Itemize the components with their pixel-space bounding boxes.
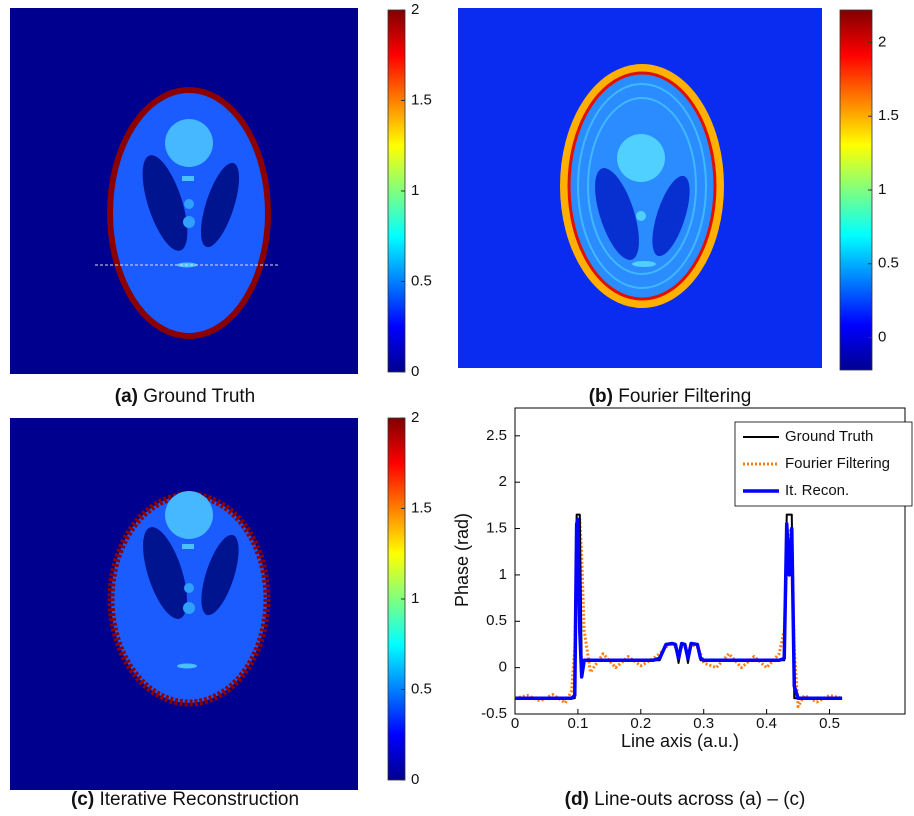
x-axis-label: Line axis (a.u.) (621, 731, 739, 751)
y-tick-label: 2 (499, 473, 507, 490)
panel-label: (b) (589, 386, 613, 407)
legend-label: Fourier Filtering (785, 455, 890, 472)
colorbar-tick-label: 0.5 (411, 272, 432, 289)
y-tick-label: 1.5 (486, 520, 507, 537)
colorbar-tick-label: 0.5 (411, 680, 432, 697)
colorbar-tick-label: 1 (411, 182, 419, 199)
panel-label: (d) (565, 789, 589, 810)
y-axis-label: Phase (rad) (452, 513, 472, 607)
image-b (458, 8, 822, 368)
caption: (d) Line-outs across (a) – (c) (565, 789, 806, 810)
x-tick-label: 0.1 (567, 715, 588, 732)
colorbar-tick-label: 1 (878, 181, 886, 198)
colorbar-tick-label: 0 (411, 771, 419, 788)
x-tick-label: 0.5 (819, 715, 840, 732)
y-tick-label: 0 (499, 659, 507, 676)
colorbar-tick-label: 0.5 (878, 255, 899, 272)
colorbar-tick-label: 1 (411, 590, 419, 607)
x-tick-label: 0.4 (756, 715, 777, 732)
x-tick-label: 0.3 (693, 715, 714, 732)
colorbar-tick-label: 1.5 (878, 107, 899, 124)
caption-text: Ground Truth (143, 386, 255, 407)
legend-label: Ground Truth (785, 428, 873, 445)
caption-text: Fourier Filtering (618, 386, 751, 407)
series-line (515, 517, 843, 700)
colorbar-tick-label: 1.5 (411, 91, 432, 108)
legend-label: It. Recon. (785, 482, 849, 499)
y-tick-label: -0.5 (481, 705, 507, 722)
x-tick-label: 0 (511, 715, 519, 732)
caption: (b) Fourier Filtering (589, 386, 752, 407)
image-a (10, 8, 358, 374)
y-tick-label: 1 (499, 566, 507, 583)
x-tick-label: 0.2 (630, 715, 651, 732)
caption-text: Iterative Reconstruction (99, 789, 299, 810)
caption-text: Line-outs across (a) – (c) (594, 789, 805, 810)
colorbar (839, 9, 873, 371)
y-tick-label: 2.5 (486, 427, 507, 444)
colorbar-tick-label: 2 (411, 409, 419, 426)
colorbar-tick-label: 2 (411, 1, 419, 18)
colorbar-tick-label: 0 (411, 363, 419, 380)
colorbar-tick-label: 0 (878, 329, 886, 346)
panel-label: (c) (71, 789, 94, 810)
caption: (c) Iterative Reconstruction (71, 789, 299, 810)
colorbar-tick-label: 2 (878, 33, 886, 50)
colorbar-tick-label: 1.5 (411, 499, 432, 516)
caption: (a) Ground Truth (115, 386, 255, 407)
y-tick-label: 0.5 (486, 612, 507, 629)
panel-label: (a) (115, 386, 138, 407)
image-c (10, 418, 358, 790)
